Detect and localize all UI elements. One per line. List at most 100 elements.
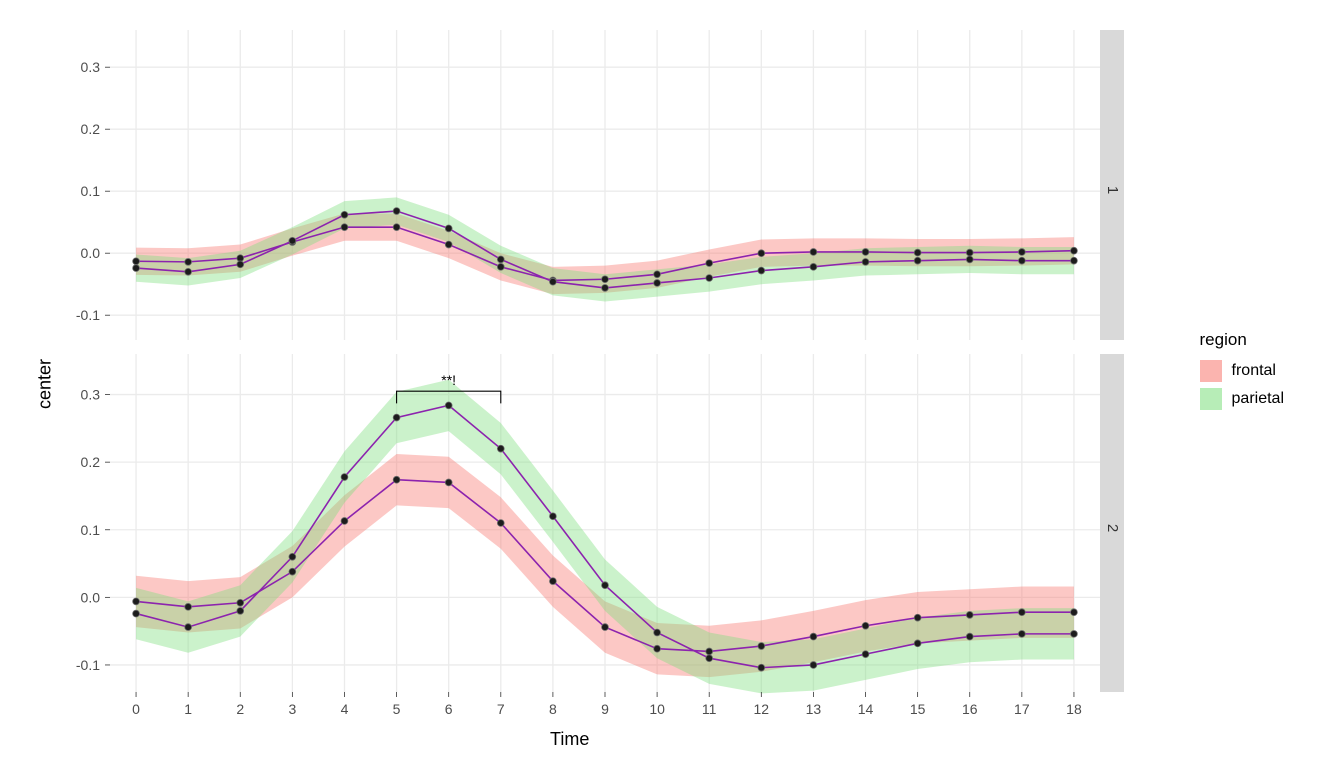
point <box>445 225 452 232</box>
point <box>1071 247 1078 254</box>
x-tick-label: 0 <box>132 701 140 717</box>
point <box>497 445 504 452</box>
point <box>497 520 504 527</box>
point <box>185 624 192 631</box>
point <box>549 578 556 585</box>
point <box>602 582 609 589</box>
point <box>237 261 244 268</box>
point <box>862 258 869 265</box>
point <box>1018 249 1025 256</box>
point <box>862 622 869 629</box>
point <box>810 633 817 640</box>
x-tick-label: 8 <box>549 701 557 717</box>
x-tick-label: 5 <box>393 701 401 717</box>
x-tick-label: 11 <box>702 701 717 717</box>
y-tick-label: -0.1 <box>76 307 100 323</box>
x-tick-label: 10 <box>649 701 665 717</box>
y-tick-label: 0.2 <box>81 121 101 137</box>
y-tick-label: -0.1 <box>76 657 100 673</box>
point <box>1071 630 1078 637</box>
x-tick-label: 12 <box>754 701 770 717</box>
point <box>654 645 661 652</box>
point <box>706 275 713 282</box>
point <box>237 607 244 614</box>
legend-swatch-parietal <box>1200 388 1222 410</box>
legend-item-frontal: frontal <box>1200 360 1284 382</box>
point <box>758 664 765 671</box>
point <box>289 237 296 244</box>
point <box>966 256 973 263</box>
y-tick-label: 0.3 <box>81 59 101 75</box>
point <box>758 250 765 257</box>
point <box>862 249 869 256</box>
point <box>914 257 921 264</box>
facet-panel-2: **!2-0.10.00.10.20.301234567891011121314… <box>110 354 1184 736</box>
point <box>445 402 452 409</box>
point <box>393 224 400 231</box>
point <box>810 263 817 270</box>
point <box>654 280 661 287</box>
significance-label: **! <box>441 372 456 388</box>
point <box>862 651 869 658</box>
point <box>185 603 192 610</box>
y-tick-label: 0.3 <box>81 387 101 403</box>
facet-strip-label: 1 <box>1104 186 1121 194</box>
point <box>810 249 817 256</box>
point <box>602 285 609 292</box>
point <box>445 241 452 248</box>
facet-panel-1: 1-0.10.00.10.20.3 <box>110 30 1184 344</box>
point <box>914 614 921 621</box>
point <box>341 224 348 231</box>
y-tick-label: 0.0 <box>81 245 101 261</box>
figure: center Time region frontal parietal 1-0.… <box>10 10 1334 758</box>
point <box>758 267 765 274</box>
point <box>654 271 661 278</box>
point <box>497 256 504 263</box>
point <box>133 258 140 265</box>
point <box>393 414 400 421</box>
point <box>706 655 713 662</box>
x-tick-label: 7 <box>497 701 505 717</box>
legend-label-parietal: parietal <box>1232 390 1284 408</box>
point <box>1018 257 1025 264</box>
point <box>289 553 296 560</box>
facet-strip-label: 2 <box>1104 524 1121 532</box>
point <box>602 624 609 631</box>
x-tick-label: 14 <box>858 701 874 717</box>
point <box>341 474 348 481</box>
point <box>341 518 348 525</box>
point <box>966 249 973 256</box>
point <box>810 662 817 669</box>
x-tick-label: 3 <box>288 701 296 717</box>
point <box>602 276 609 283</box>
point <box>497 263 504 270</box>
point <box>549 278 556 285</box>
point <box>758 643 765 650</box>
y-tick-label: 0.2 <box>81 454 101 470</box>
legend: region frontal parietal <box>1200 330 1284 416</box>
point <box>133 265 140 272</box>
point <box>133 610 140 617</box>
point <box>237 255 244 262</box>
point <box>289 568 296 575</box>
point <box>914 249 921 256</box>
point <box>341 211 348 218</box>
point <box>1018 630 1025 637</box>
x-tick-label: 2 <box>236 701 244 717</box>
legend-item-parietal: parietal <box>1200 388 1284 410</box>
point <box>706 260 713 267</box>
point <box>393 476 400 483</box>
x-tick-label: 15 <box>910 701 926 717</box>
x-tick-label: 13 <box>806 701 822 717</box>
x-tick-label: 1 <box>184 701 192 717</box>
x-tick-label: 4 <box>341 701 349 717</box>
point <box>549 513 556 520</box>
point <box>133 598 140 605</box>
point <box>654 629 661 636</box>
point <box>1018 609 1025 616</box>
x-tick-label: 16 <box>962 701 978 717</box>
point <box>1071 257 1078 264</box>
x-tick-label: 17 <box>1014 701 1030 717</box>
x-tick-label: 9 <box>601 701 609 717</box>
point <box>966 633 973 640</box>
